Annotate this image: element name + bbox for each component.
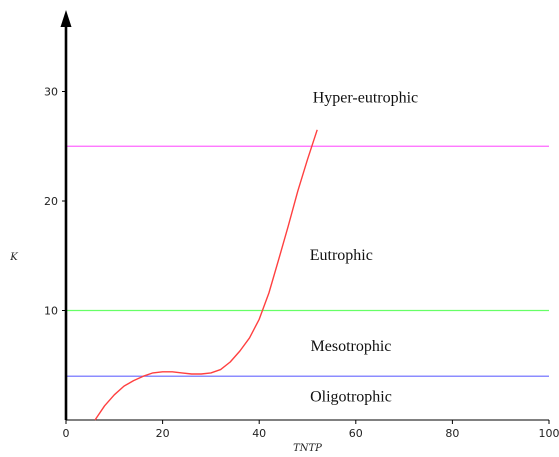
x-tick-label-0: 0 [63, 427, 70, 440]
x-tick-label-2: 40 [252, 427, 266, 440]
y-axis-arrowhead [60, 10, 72, 27]
series-line-0 [94, 129, 318, 421]
y-tick-label-0: 10 [44, 305, 58, 318]
y-tick-label-1: 20 [44, 195, 58, 208]
zone-label-1: Eutrophic [310, 247, 373, 264]
threshold-lines [66, 145, 549, 377]
zone-label-0: Hyper-eutrophic [313, 89, 418, 106]
y-axis-title: K [9, 252, 18, 263]
x-tick-label-4: 80 [445, 427, 459, 440]
y-tick-labels: 10 20 30 [44, 86, 58, 318]
x-tick-label-3: 60 [349, 427, 363, 440]
zone-labels: Hyper-eutrophic Eutrophic Mesotrophic Oligo… [310, 89, 418, 405]
series-group [94, 129, 318, 421]
axes [60, 10, 550, 424]
x-tick-label-5: 100 [539, 427, 559, 440]
zone-label-3: Oligotrophic [310, 388, 392, 405]
x-tick-labels: 0 20 40 60 80 100 [63, 427, 559, 440]
y-tick-label-2: 30 [44, 86, 58, 99]
zone-label-2: Mesotrophic [311, 338, 392, 355]
x-axis-title: TNTP [293, 443, 322, 454]
x-tick-label-1: 20 [156, 427, 170, 440]
